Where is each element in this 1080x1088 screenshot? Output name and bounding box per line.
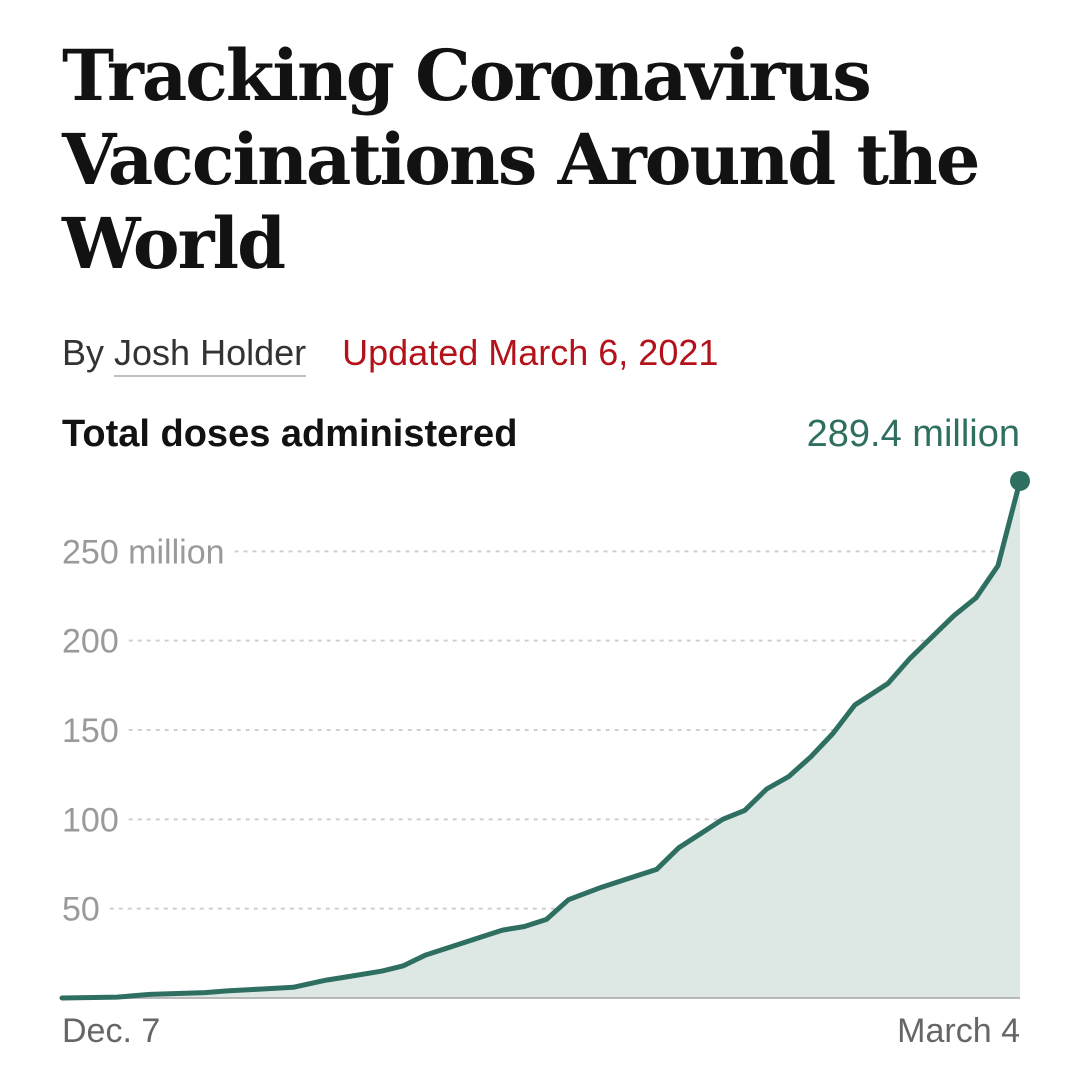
x-axis-labels: Dec. 7 March 4 (62, 1012, 1020, 1050)
doses-area (62, 480, 1020, 998)
y-tick-label: 150 (62, 712, 119, 750)
author-link[interactable]: Josh Holder (114, 332, 307, 377)
updated-timestamp: Updated March 6, 2021 (342, 332, 719, 373)
byline-prefix: By (62, 332, 105, 373)
x-tick-label: March 4 (897, 1012, 1020, 1050)
latest-point-marker (1010, 470, 1030, 491)
y-tick-label: 200 (62, 623, 119, 661)
y-tick-label: 100 (62, 801, 119, 839)
x-tick-label: Dec. 7 (62, 1012, 160, 1050)
doses-line (59, 478, 1023, 1001)
latest-value-label: 289.4 million (806, 413, 1020, 455)
chart-title: Total doses administered (62, 413, 518, 455)
y-tick-label: 50 (62, 891, 100, 929)
byline: By Josh Holder Updated March 6, 2021 (62, 330, 719, 377)
page-headline: Tracking Coronavirus Vaccinations Around… (62, 34, 980, 285)
y-tick-label: 250 million (62, 533, 225, 571)
y-axis-labels: 50 100 150 200 250 million (62, 533, 225, 928)
